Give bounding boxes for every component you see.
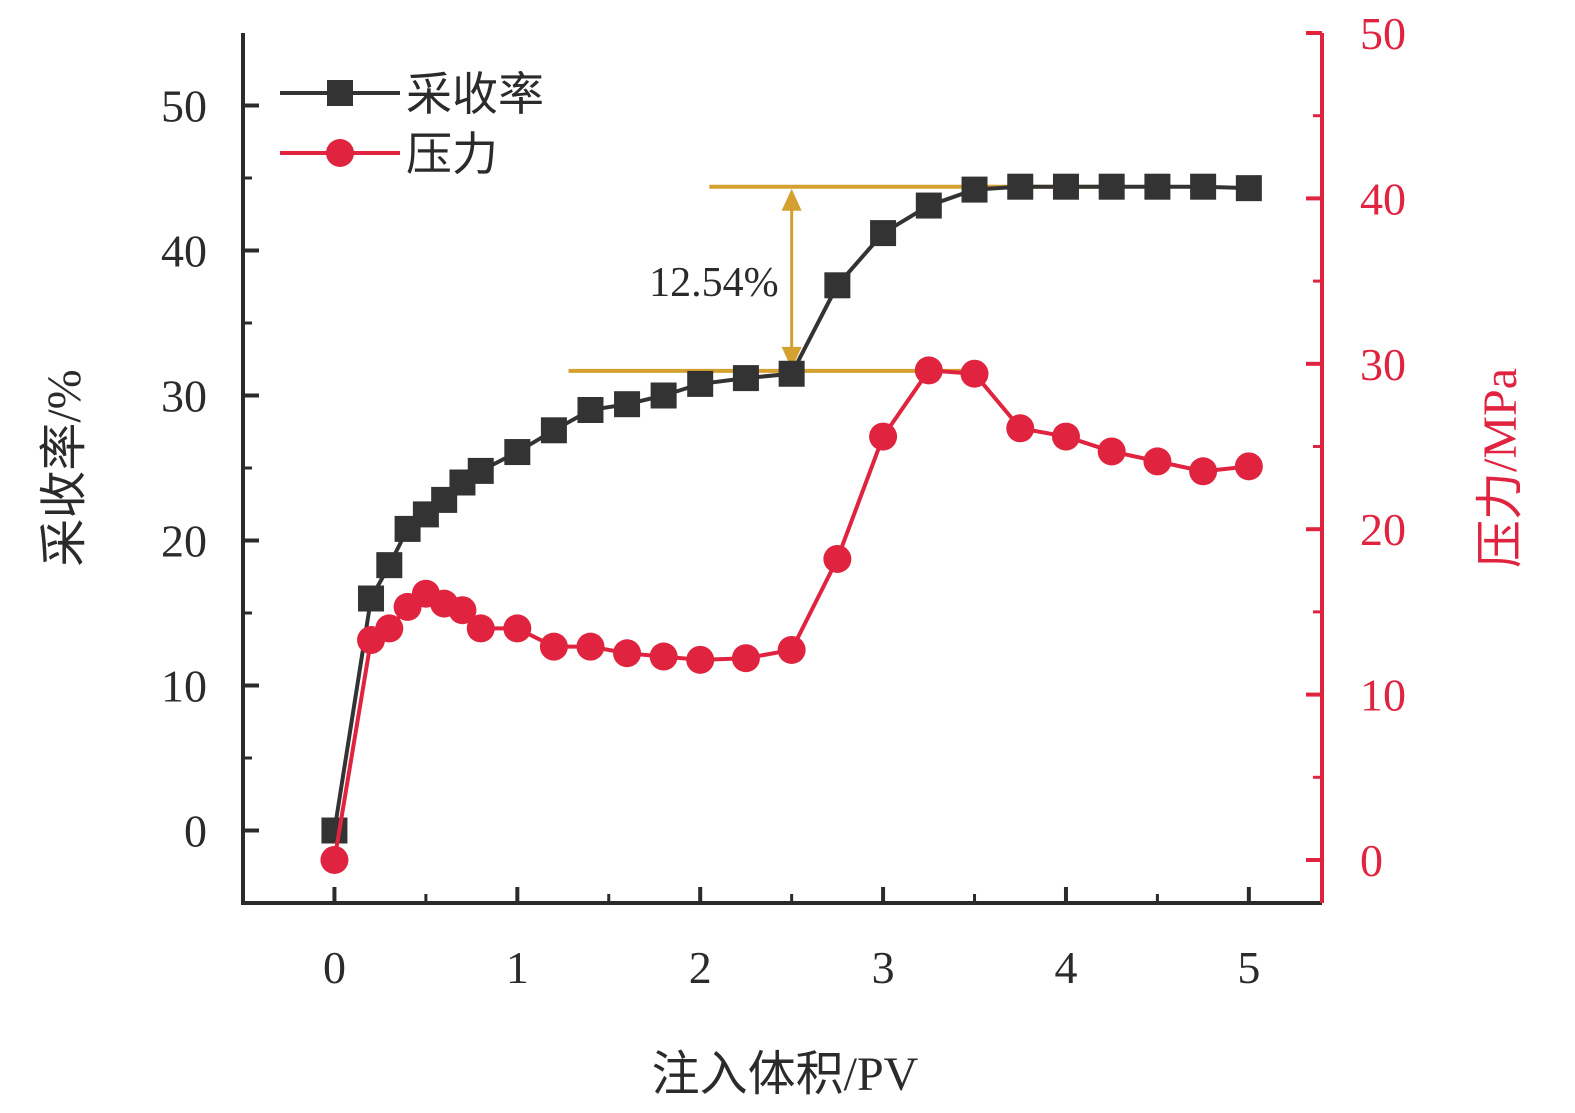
- data-point-circle: [1234, 452, 1263, 481]
- data-point-circle: [869, 422, 898, 451]
- data-point-square: [577, 397, 604, 423]
- y-left-tick-label: 20: [161, 516, 207, 567]
- data-point-square: [915, 192, 942, 219]
- data-point-square: [961, 176, 988, 203]
- y-left-tick-label: 40: [161, 226, 207, 277]
- x-axis-title: 注入体积/PV: [652, 1048, 919, 1101]
- data-point-square: [870, 220, 897, 247]
- y-axis-title-left: 采收率/%: [38, 369, 91, 566]
- annotation-arrow-head-down: [781, 346, 802, 369]
- series-layer: [320, 173, 1263, 874]
- data-point-circle: [466, 614, 495, 643]
- data-point-circle: [823, 544, 852, 573]
- data-point-circle: [448, 596, 477, 625]
- data-point-circle: [613, 639, 642, 668]
- data-point-square: [467, 457, 494, 484]
- y-left-tick-label: 0: [184, 806, 207, 857]
- data-point-square: [732, 365, 759, 392]
- y-right-tick-label: 50: [1360, 8, 1406, 59]
- data-point-circle: [375, 614, 404, 643]
- data-point-square: [1052, 173, 1079, 200]
- data-point-circle: [686, 645, 715, 674]
- data-point-square: [1144, 173, 1171, 200]
- data-point-circle: [1097, 437, 1126, 466]
- y-right-tick-label: 10: [1360, 670, 1406, 721]
- data-point-square: [778, 360, 805, 387]
- data-point-square: [321, 817, 348, 844]
- data-point-square: [540, 417, 567, 444]
- data-point-circle: [503, 614, 532, 643]
- data-point-square: [1190, 173, 1217, 200]
- data-point-circle: [539, 632, 568, 661]
- legend-marker-square: [327, 80, 353, 106]
- data-point-square: [1007, 173, 1034, 200]
- data-point-circle: [649, 642, 678, 671]
- data-point-square: [824, 272, 851, 299]
- legend-label-2: 压力: [406, 129, 498, 180]
- y-right-tick-label: 20: [1360, 504, 1406, 555]
- x-tick-label: 5: [1237, 942, 1260, 993]
- legend-label-1: 采收率: [406, 69, 544, 120]
- data-point-square: [650, 382, 677, 409]
- data-point-circle: [960, 359, 989, 388]
- data-point-square: [376, 552, 403, 579]
- y-right-tick-label: 0: [1360, 835, 1383, 886]
- x-tick-label: 2: [689, 942, 712, 993]
- x-tick-label: 4: [1054, 942, 1077, 993]
- legend-marker-circle: [326, 139, 354, 167]
- x-tick-label: 0: [323, 942, 346, 993]
- annotation-label: 12.54%: [649, 260, 779, 306]
- data-point-circle: [777, 635, 806, 664]
- data-point-circle: [1051, 422, 1080, 451]
- data-point-circle: [731, 644, 760, 673]
- y-left-tick-label: 30: [161, 371, 207, 422]
- y-left-tick-label: 10: [161, 661, 207, 712]
- data-point-square: [1098, 173, 1125, 200]
- data-point-square: [358, 585, 385, 612]
- data-point-circle: [914, 356, 943, 385]
- x-tick-label: 1: [506, 942, 529, 993]
- data-point-circle: [1006, 414, 1035, 443]
- y-right-tick-label: 40: [1360, 173, 1406, 224]
- data-point-circle: [1143, 447, 1172, 476]
- annotation-arrow-head-up: [781, 188, 802, 211]
- x-tick-label: 3: [872, 942, 895, 993]
- y-left-tick-label: 50: [161, 81, 207, 132]
- data-point-square: [1235, 175, 1262, 202]
- data-point-circle: [1189, 457, 1218, 486]
- y-axis-title-right: 压力/MPa: [1474, 368, 1527, 568]
- data-point-square: [687, 370, 714, 397]
- axes: 0 10 20 30 40 50 0 10 20 30 40 50 0 1 2 3 4 5: [161, 8, 1406, 993]
- data-point-circle: [576, 632, 605, 661]
- y-right-tick-label: 30: [1360, 339, 1406, 390]
- data-point-circle: [320, 845, 349, 874]
- data-point-square: [504, 439, 531, 466]
- data-point-square: [614, 391, 641, 418]
